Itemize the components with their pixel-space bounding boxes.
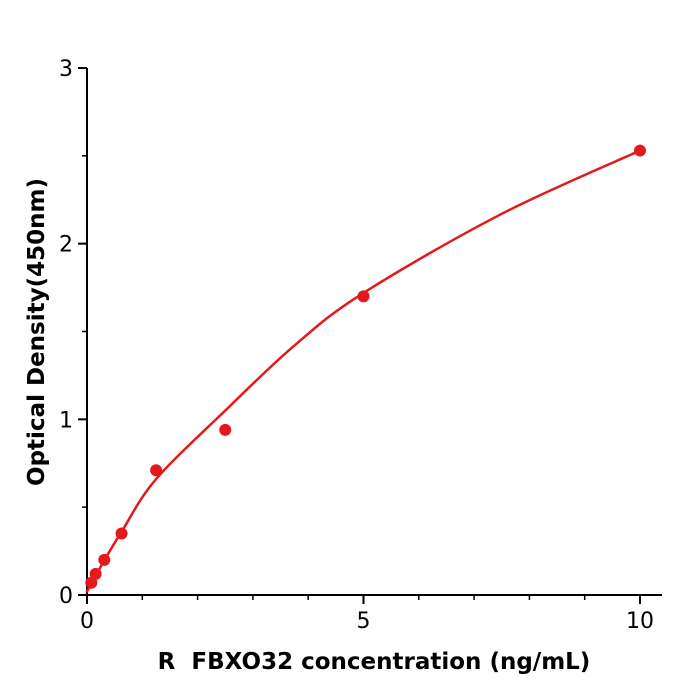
data-point: [634, 144, 646, 157]
fit-curve: [85, 149, 642, 593]
x-axis-title: R FBXO32 concentration (ng/mL): [158, 649, 591, 675]
y-tick-label: 0: [59, 584, 73, 609]
x-tick-label: 5: [357, 609, 371, 634]
data-point: [150, 464, 163, 477]
data-point: [357, 290, 370, 303]
data-point: [89, 567, 102, 580]
plot-area: 0 5 10 0 1 2 3: [59, 57, 662, 634]
y-tick-label: 1: [59, 408, 73, 433]
x-tick-label: 10: [626, 609, 654, 634]
data-point: [98, 553, 111, 566]
data-point: [219, 423, 232, 436]
y-tick-label: 2: [59, 233, 73, 258]
data-point: [115, 527, 128, 540]
x-tick-label: 0: [80, 609, 94, 634]
y-tick-label: 3: [59, 57, 73, 82]
y-axis-title: Optical Density(450nm): [24, 178, 50, 486]
